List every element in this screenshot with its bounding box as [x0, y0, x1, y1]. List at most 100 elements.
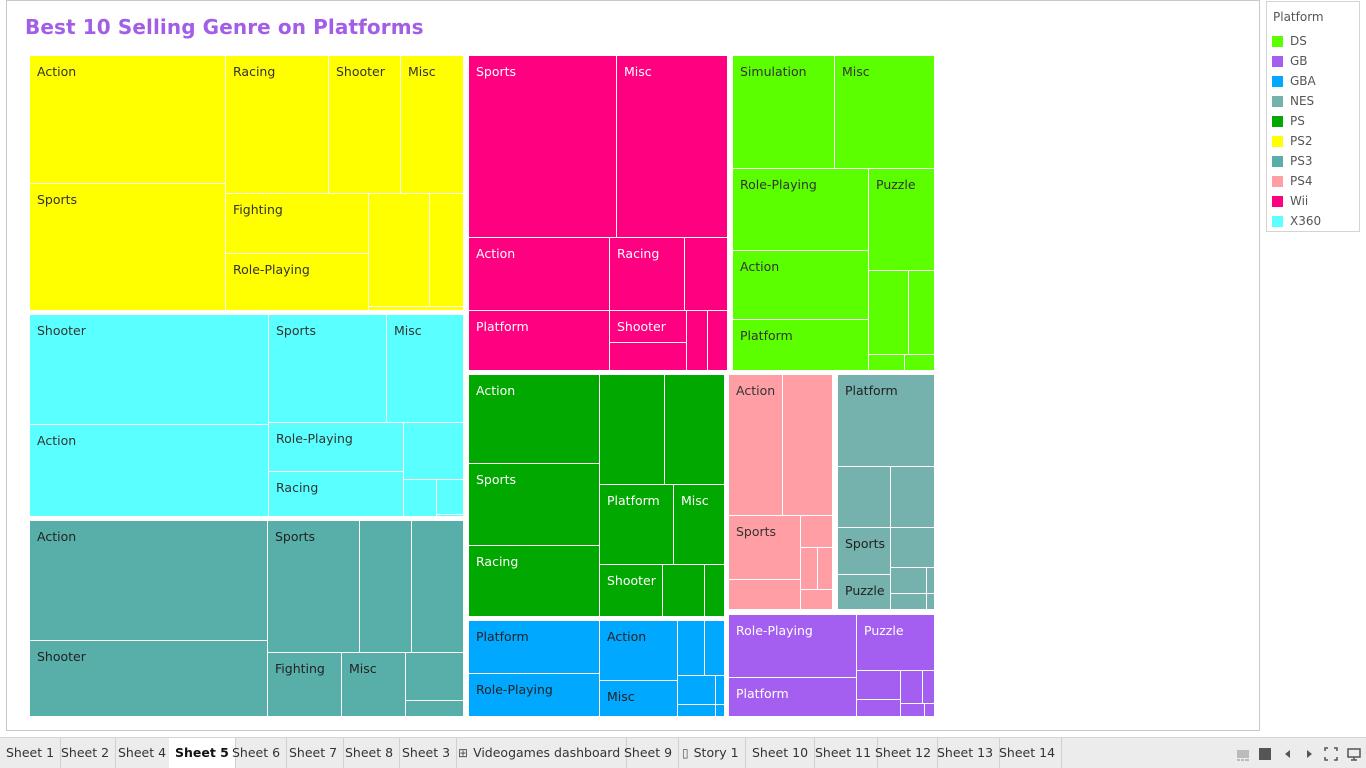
next-arrow-icon[interactable]: [1302, 747, 1316, 761]
treemap-tile-x360-action[interactable]: Action: [30, 425, 269, 517]
treemap-tile-ds-minor[interactable]: [869, 355, 905, 371]
treemap-tile-ps2-racing[interactable]: Racing: [226, 56, 329, 194]
legend-item-wii[interactable]: Wii: [1272, 194, 1358, 210]
grid-icon[interactable]: [1258, 747, 1272, 761]
treemap-tile-ps4-minor[interactable]: [801, 516, 833, 548]
treemap-tile-x360-minor[interactable]: [437, 480, 464, 515]
treemap-tile-ps-minor[interactable]: [600, 375, 665, 485]
treemap-tile-ds-simulation[interactable]: Simulation: [733, 56, 835, 169]
treemap-tile-ps4-minor[interactable]: [801, 548, 818, 590]
treemap-tile-ps4-minor[interactable]: [818, 548, 833, 590]
treemap-tile-wii-minor[interactable]: [610, 343, 687, 371]
treemap-tile-x360-minor[interactable]: [404, 480, 437, 517]
treemap-tile-ps2-shooter[interactable]: Shooter: [329, 56, 401, 194]
treemap-tile-ps-shooter[interactable]: Shooter: [600, 565, 663, 617]
treemap-tile-ds-minor[interactable]: [909, 271, 935, 355]
treemap-tile-ps-platform[interactable]: Platform: [600, 485, 674, 565]
treemap-tile-ps3-minor[interactable]: [406, 701, 464, 717]
tab-sheet-12[interactable]: Sheet 12: [869, 738, 939, 768]
treemap-tile-ds-puzzle[interactable]: Puzzle: [869, 169, 935, 271]
treemap-tile-nes-minor[interactable]: [927, 594, 935, 610]
treemap-tile-ds-minor[interactable]: [869, 271, 909, 355]
treemap-tile-nes-puzzle[interactable]: Puzzle: [838, 575, 891, 610]
legend-item-ps[interactable]: PS: [1272, 114, 1358, 130]
treemap-tile-ps3-minor[interactable]: [406, 653, 464, 701]
prev-arrow-icon[interactable]: [1281, 747, 1295, 761]
treemap-tile-gb-minor[interactable]: [925, 704, 935, 717]
treemap-tile-gba-role-playing[interactable]: Role-Playing: [469, 674, 600, 717]
legend-item-ds[interactable]: DS: [1272, 34, 1358, 50]
treemap-tile-wii-action[interactable]: Action: [469, 238, 610, 311]
treemap-tile-ds-misc[interactable]: Misc: [835, 56, 935, 169]
treemap-tile-nes-minor[interactable]: [891, 528, 935, 568]
treemap-tile-x360-sports[interactable]: Sports: [269, 315, 387, 423]
legend-item-ps3[interactable]: PS3: [1272, 154, 1358, 170]
treemap-tile-ps2-fighting[interactable]: Fighting: [226, 194, 369, 254]
treemap-tile-nes-minor[interactable]: [927, 568, 935, 594]
treemap-tile-gba-minor[interactable]: [678, 705, 716, 717]
treemap-tile-gba-minor[interactable]: [716, 705, 725, 717]
treemap-tile-ps3-misc[interactable]: Misc: [342, 653, 406, 717]
treemap-tile-ps3-minor[interactable]: [360, 521, 412, 653]
treemap-tile-gb-minor[interactable]: [857, 700, 901, 717]
treemap-tile-gb-puzzle[interactable]: Puzzle: [857, 615, 935, 671]
treemap-tile-ps2-minor[interactable]: [369, 194, 430, 307]
tab-sheet-10[interactable]: Sheet 10: [746, 738, 816, 768]
presentation-icon[interactable]: [1347, 747, 1361, 761]
fit-screen-icon[interactable]: [1324, 747, 1338, 761]
treemap-tile-x360-misc[interactable]: Misc: [387, 315, 464, 423]
treemap-tile-gb-role-playing[interactable]: Role-Playing: [729, 615, 857, 678]
treemap-tile-x360-racing[interactable]: Racing: [269, 472, 404, 517]
treemap-tile-ps-misc[interactable]: Misc: [674, 485, 725, 565]
treemap-tile-ps2-misc[interactable]: Misc: [401, 56, 464, 194]
treemap-tile-wii-minor[interactable]: [687, 311, 708, 371]
tab-sheet-9[interactable]: Sheet 9: [618, 738, 680, 768]
treemap-tile-ds-role-playing[interactable]: Role-Playing: [733, 169, 869, 251]
treemap-tile-x360-minor[interactable]: [404, 423, 464, 480]
legend-item-nes[interactable]: NES: [1272, 94, 1358, 110]
treemap-tile-nes-minor[interactable]: [891, 467, 935, 528]
treemap-tile-ps3-action[interactable]: Action: [30, 521, 268, 641]
treemap-tile-ps2-minor[interactable]: [369, 307, 464, 311]
treemap-tile-ps-racing[interactable]: Racing: [469, 546, 600, 617]
treemap-tile-ps4-minor[interactable]: [783, 375, 833, 516]
tab-videogames-dashboard[interactable]: ⊞ Videogames dashboard: [452, 738, 628, 768]
treemap-tile-ps4-minor[interactable]: [729, 580, 801, 610]
treemap-tile-ps-minor[interactable]: [705, 565, 725, 617]
tab-sheet-8[interactable]: Sheet 8: [339, 738, 401, 768]
treemap-tile-ps3-minor[interactable]: [412, 521, 464, 653]
tab-sheet-2[interactable]: Sheet 2: [55, 738, 117, 768]
treemap-tile-ds-action[interactable]: Action: [733, 251, 869, 320]
treemap-tile-ps-minor[interactable]: [665, 375, 725, 485]
treemap-tile-ps3-sports[interactable]: Sports: [268, 521, 360, 653]
treemap-tile-nes-minor[interactable]: [891, 594, 927, 610]
filmstrip-icon[interactable]: [1236, 747, 1250, 761]
treemap-tile-nes-platform[interactable]: Platform: [838, 375, 935, 467]
treemap-tile-ps2-role-playing[interactable]: Role-Playing: [226, 254, 369, 311]
treemap-tile-ps-sports[interactable]: Sports: [469, 464, 600, 546]
legend-item-x360[interactable]: X360: [1272, 214, 1358, 230]
treemap-tile-nes-sports[interactable]: Sports: [838, 528, 891, 575]
treemap-tile-ps2-action[interactable]: Action: [30, 56, 226, 184]
treemap-tile-wii-minor[interactable]: [708, 311, 728, 371]
treemap-tile-wii-minor[interactable]: [685, 238, 728, 311]
treemap-tile-wii-sports[interactable]: Sports: [469, 56, 617, 238]
treemap-tile-ps3-fighting[interactable]: Fighting: [268, 653, 342, 717]
legend-item-ps2[interactable]: PS2: [1272, 134, 1358, 150]
treemap-tile-ps4-action[interactable]: Action: [729, 375, 783, 516]
treemap-tile-gb-minor[interactable]: [923, 671, 935, 704]
treemap-tile-gba-minor[interactable]: [678, 621, 705, 676]
treemap-tile-wii-platform[interactable]: Platform: [469, 311, 610, 371]
tab-sheet-4[interactable]: Sheet 4: [112, 738, 174, 768]
treemap-tile-nes-minor[interactable]: [838, 467, 891, 528]
tab-sheet-11[interactable]: Sheet 11: [809, 738, 879, 768]
treemap-tile-wii-racing[interactable]: Racing: [610, 238, 685, 311]
tab-sheet-1[interactable]: Sheet 1: [0, 738, 62, 768]
treemap-tile-ds-platform[interactable]: Platform: [733, 320, 869, 371]
treemap-tile-ps-action[interactable]: Action: [469, 375, 600, 464]
legend-item-gba[interactable]: GBA: [1272, 74, 1358, 90]
treemap-tile-x360-minor[interactable]: [437, 515, 464, 517]
legend-item-ps4[interactable]: PS4: [1272, 174, 1358, 190]
treemap-tile-gb-minor[interactable]: [857, 671, 901, 700]
tab-sheet-5[interactable]: Sheet 5: [169, 738, 236, 768]
